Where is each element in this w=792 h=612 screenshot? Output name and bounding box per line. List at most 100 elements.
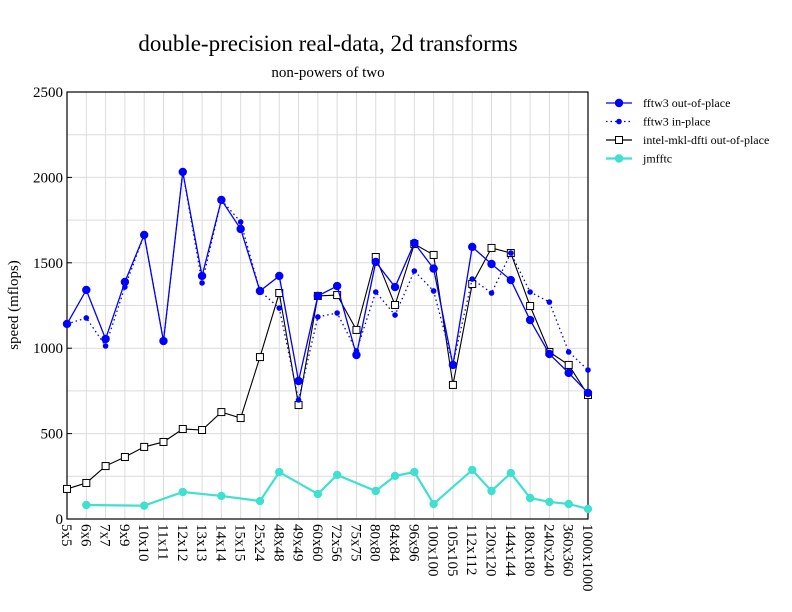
data-point <box>564 499 573 509</box>
data-point <box>545 497 554 507</box>
data-point <box>237 219 244 225</box>
grid <box>66 91 589 520</box>
data-point <box>390 282 400 292</box>
legend-marker <box>615 136 623 144</box>
data-point <box>236 224 245 234</box>
data-point <box>120 452 129 461</box>
x-tick-label: 12x12 <box>174 524 190 562</box>
data-point <box>448 380 457 389</box>
y-tick-label: 2500 <box>33 85 63 101</box>
data-point <box>197 271 207 281</box>
data-point <box>217 408 226 417</box>
legend-label: intel-mkl-dfti out-of-place <box>643 133 769 147</box>
data-point <box>101 334 110 344</box>
data-point <box>313 291 323 301</box>
y-tick-label: 1000 <box>33 341 63 357</box>
x-tick-label: 1000x1000 <box>579 524 595 592</box>
data-point <box>315 314 321 320</box>
data-point <box>468 242 477 252</box>
data-point <box>352 325 361 334</box>
x-tick-label: 9x9 <box>116 524 132 547</box>
data-point <box>371 257 380 267</box>
data-point <box>102 343 109 349</box>
series-line <box>66 171 589 401</box>
data-point <box>313 489 323 499</box>
data-point <box>410 467 419 477</box>
data-point <box>159 437 168 446</box>
x-tick-label: 25x24 <box>251 524 267 562</box>
x-tick-label: 84x84 <box>386 524 402 562</box>
data-point <box>332 281 342 291</box>
data-point <box>199 280 205 286</box>
data-point <box>159 336 168 346</box>
x-tick-label: 13x13 <box>193 524 209 562</box>
data-point <box>255 286 265 296</box>
data-point <box>62 319 72 329</box>
legend-item: fftw3 out-of-place <box>606 96 730 110</box>
x-tick-label: 72x56 <box>328 524 344 562</box>
data-point <box>468 465 477 475</box>
legend-marker <box>616 118 622 125</box>
x-tick-label: 75x75 <box>347 524 363 562</box>
y-tick-label: 1500 <box>33 256 63 272</box>
x-tick-label: 14x14 <box>212 524 228 562</box>
data-point <box>334 310 340 316</box>
series-fftw3-in-place <box>64 169 591 403</box>
data-point <box>429 264 438 273</box>
data-point <box>217 491 226 501</box>
x-tick-label: 11x11 <box>154 524 170 560</box>
x-tick-label: 60x60 <box>309 524 325 562</box>
data-point <box>332 470 342 480</box>
data-point <box>392 312 398 318</box>
data-point <box>545 349 554 359</box>
legend-label: fftw3 out-of-place <box>643 96 730 110</box>
data-point <box>410 238 419 248</box>
series-line <box>66 171 589 394</box>
legend-item: jmfftc <box>606 152 672 166</box>
data-point <box>487 243 496 252</box>
data-point <box>391 300 400 309</box>
axes: 5x5 6x6 7x7 9x9 10x10 11x11 12x12 13x13 14x14 15x… <box>33 85 595 592</box>
data-point <box>178 424 187 433</box>
data-point <box>371 486 380 496</box>
x-tick-label: 240x240 <box>540 524 556 577</box>
data-point <box>508 250 514 256</box>
x-tick-label: 7x7 <box>97 524 113 547</box>
data-point <box>487 486 496 496</box>
data-point <box>101 462 110 471</box>
data-point <box>120 277 130 287</box>
legend-item: intel-mkl-dfti out-of-place <box>606 133 769 147</box>
legend-marker <box>614 98 624 108</box>
data-point <box>429 250 438 259</box>
x-tick-label: 105x105 <box>444 524 460 577</box>
legend-marker <box>614 154 624 163</box>
data-point <box>82 285 91 295</box>
data-point <box>411 268 418 274</box>
data-point <box>295 397 302 403</box>
x-tick-label: 49x49 <box>290 524 306 562</box>
x-tick-label: 144x144 <box>502 524 518 577</box>
y-tick-label: 2000 <box>33 170 63 186</box>
plot-frame <box>66 91 589 520</box>
x-tick-label: 5x5 <box>58 524 74 547</box>
x-tick-label: 100x100 <box>425 524 441 577</box>
y-tick-label: 0 <box>56 512 64 528</box>
data-point <box>487 259 496 269</box>
data-point <box>178 487 187 497</box>
series-jmfftc <box>82 465 593 514</box>
legend-label: jmfftc <box>642 152 672 166</box>
y-axis-label: speed (mflops) <box>6 260 22 350</box>
data-point <box>390 471 400 481</box>
x-tick-label: 48x48 <box>270 524 286 562</box>
data-point <box>469 276 476 282</box>
y-tick-label: 500 <box>41 427 64 443</box>
legend-item: fftw3 in-place <box>606 115 710 129</box>
data-point <box>178 167 187 177</box>
data-point <box>255 353 264 362</box>
data-point <box>506 275 516 285</box>
data-point <box>527 289 533 295</box>
chart-subtitle: non-powers of two <box>271 65 384 81</box>
data-point <box>217 195 226 205</box>
data-point <box>276 305 283 311</box>
data-point <box>565 349 572 355</box>
